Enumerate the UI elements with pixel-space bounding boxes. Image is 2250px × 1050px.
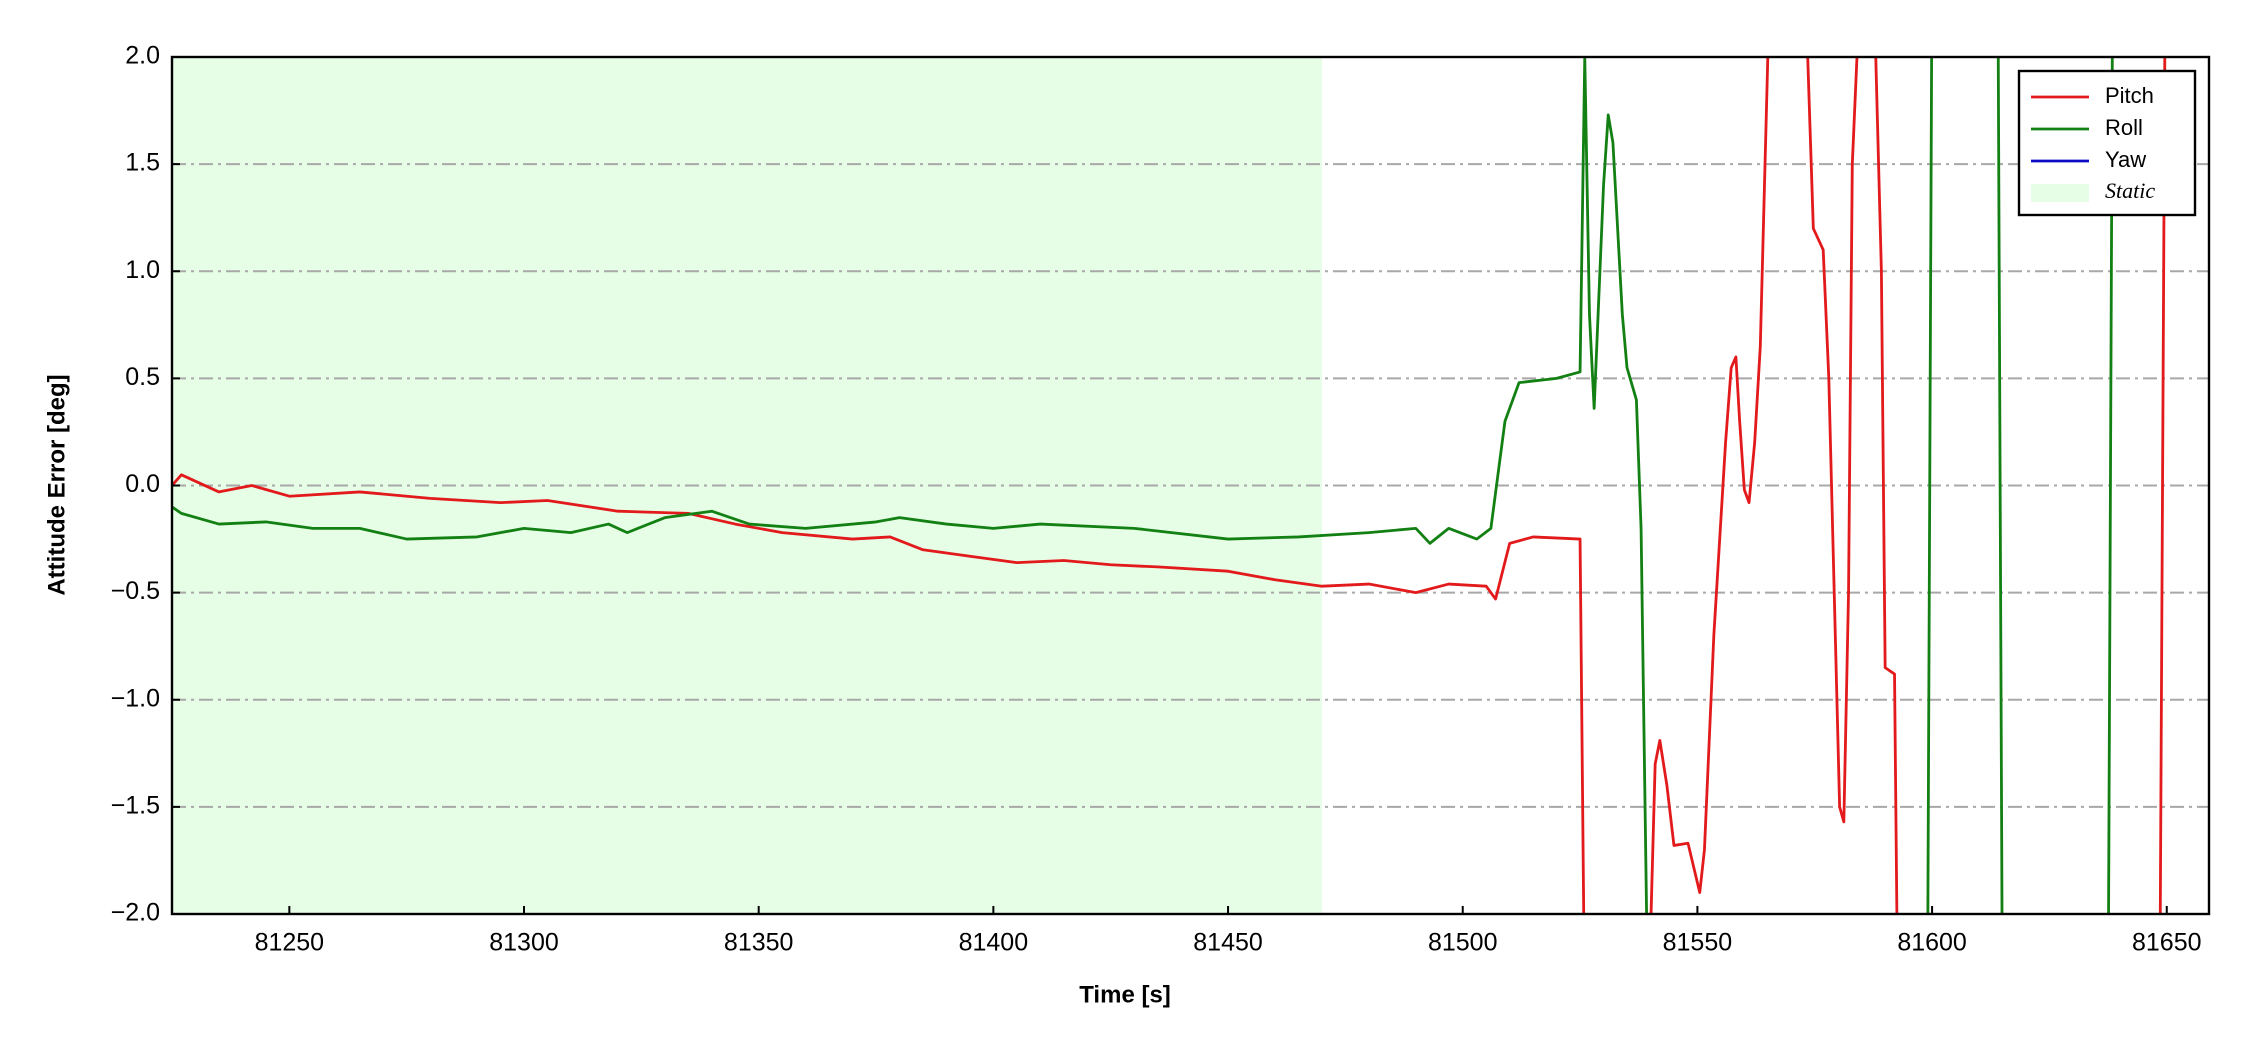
y-tick-label: −1.5: [111, 791, 160, 819]
y-tick-label: −1.0: [111, 684, 160, 712]
data-line: [172, 57, 2167, 914]
x-tick-label: 81250: [255, 929, 325, 957]
y-tick-label: 1.0: [125, 256, 160, 284]
legend-swatch: [2031, 184, 2089, 202]
x-tick-label: 81650: [2132, 929, 2202, 957]
y-tick-label: 0.5: [125, 363, 160, 391]
legend-label: Pitch: [2105, 83, 2154, 108]
x-tick-label: 81450: [1193, 929, 1263, 957]
x-tick-label: 81300: [489, 929, 559, 957]
y-axis-label: Attitude Error [deg]: [43, 374, 70, 595]
plot-area: [172, 57, 2209, 914]
y-tick-label: 2.0: [125, 42, 160, 70]
x-tick-label: 81500: [1428, 929, 1498, 957]
y-tick-label: −2.0: [111, 899, 160, 927]
x-axis-label: Time [s]: [1079, 981, 1171, 1008]
legend-label: Roll: [2105, 115, 2143, 140]
plot-frame: [170, 55, 2211, 916]
x-tick-label: 81550: [1663, 929, 1733, 957]
x-tick-label: 81400: [959, 929, 1029, 957]
x-tick-label: 81350: [724, 929, 794, 957]
legend-label: Yaw: [2105, 147, 2146, 172]
y-tick-label: 0.0: [125, 470, 160, 498]
y-tick-label: 1.5: [125, 149, 160, 177]
y-tick-label: −0.5: [111, 577, 160, 605]
legend-label: Static: [2105, 178, 2155, 203]
x-tick-label: 81600: [1897, 929, 1967, 957]
data-line: [172, 57, 2114, 914]
